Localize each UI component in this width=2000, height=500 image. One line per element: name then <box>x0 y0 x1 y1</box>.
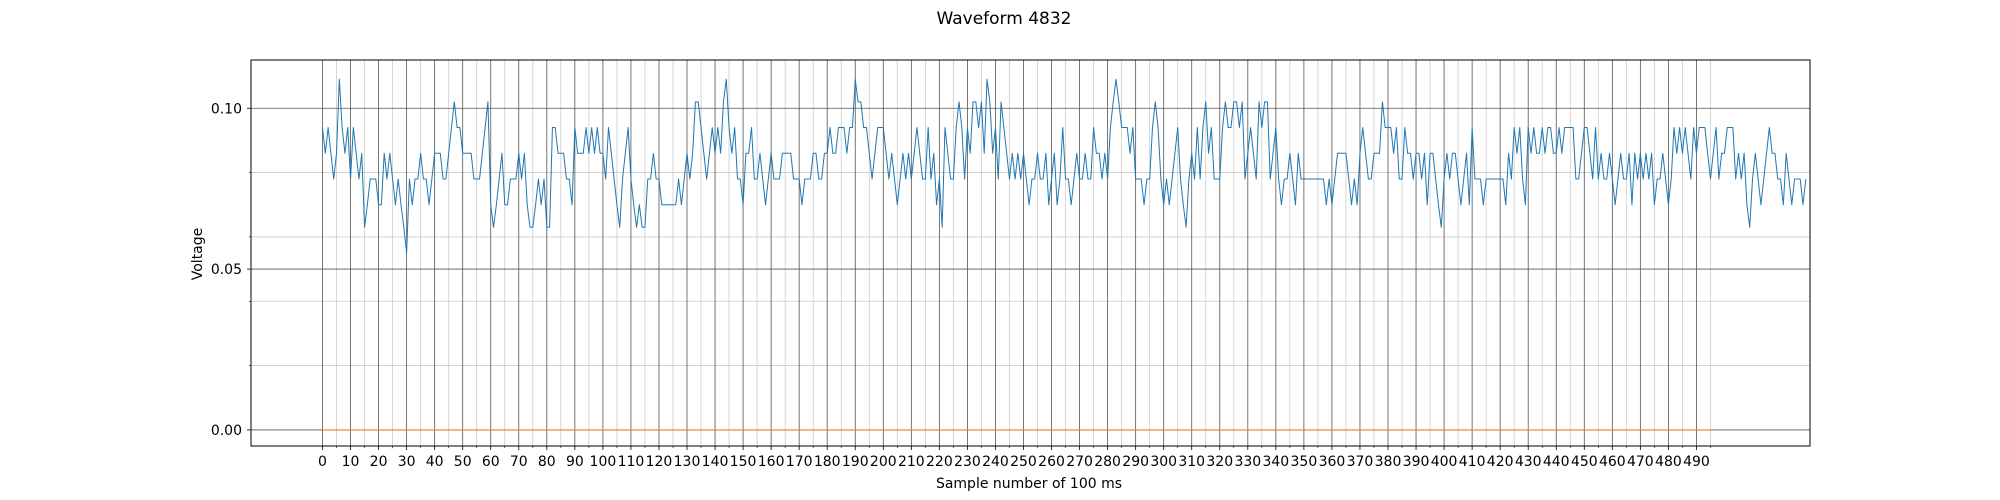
x-tick-label: 430 <box>1515 454 1542 470</box>
x-tick-label: 220 <box>926 454 953 470</box>
x-tick-label: 400 <box>1431 454 1458 470</box>
series-layer <box>322 78 1807 431</box>
x-tick-label: 450 <box>1571 454 1598 470</box>
plot-frame <box>250 59 1811 447</box>
x-tick-label: 160 <box>758 454 785 470</box>
x-tick-label: 320 <box>1206 454 1233 470</box>
x-tick-label: 0 <box>318 454 327 470</box>
x-tick-label: 360 <box>1319 454 1346 470</box>
x-tick-label: 200 <box>870 454 897 470</box>
x-tick-label: 250 <box>1010 454 1037 470</box>
x-tick-label: 460 <box>1599 454 1626 470</box>
x-tick-label: 290 <box>1122 454 1149 470</box>
x-tick-label: 300 <box>1150 454 1177 470</box>
x-tick-label: 380 <box>1375 454 1402 470</box>
x-tick-label: 130 <box>674 454 701 470</box>
chart-title: Waveform 4832 <box>937 9 1072 29</box>
x-tick-label: 350 <box>1291 454 1318 470</box>
x-tick-label: 120 <box>646 454 673 470</box>
x-tick-label: 30 <box>398 454 416 470</box>
x-axis-label: Sample number of 100 ms <box>936 476 1122 492</box>
x-tick-label: 230 <box>954 454 981 470</box>
x-axis: 0 10 20 30 40 50 60 70 80 90 100 110 120 130 140 150 160… <box>318 446 1711 470</box>
x-tick-label: 80 <box>538 454 556 470</box>
x-tick-label: 10 <box>342 454 360 470</box>
x-tick-label: 480 <box>1655 454 1682 470</box>
grid-layer <box>251 60 1810 446</box>
y-tick-label: 0.00 <box>211 423 242 439</box>
x-tick-label: 100 <box>590 454 617 470</box>
series-line-1 <box>322 78 1807 254</box>
x-tick-label: 310 <box>1178 454 1205 470</box>
x-tick-label: 440 <box>1543 454 1570 470</box>
x-tick-label: 20 <box>370 454 388 470</box>
x-tick-label: 420 <box>1487 454 1514 470</box>
x-tick-label: 470 <box>1627 454 1654 470</box>
x-tick-label: 180 <box>814 454 841 470</box>
x-tick-label: 170 <box>786 454 813 470</box>
x-tick-label: 270 <box>1066 454 1093 470</box>
x-tick-label: 50 <box>454 454 472 470</box>
x-tick-label: 150 <box>730 454 757 470</box>
x-tick-label: 210 <box>898 454 925 470</box>
x-tick-label: 370 <box>1347 454 1374 470</box>
x-tick-label: 390 <box>1403 454 1430 470</box>
x-tick-label: 60 <box>482 454 500 470</box>
x-tick-label: 190 <box>842 454 869 470</box>
x-tick-label: 40 <box>426 454 444 470</box>
x-tick-label: 70 <box>510 454 528 470</box>
y-tick-label: 0.10 <box>211 101 242 117</box>
x-tick-label: 490 <box>1683 454 1710 470</box>
x-tick-label: 410 <box>1459 454 1486 470</box>
x-tick-label: 90 <box>566 454 584 470</box>
y-axis: 0.00 0.05 0.10 <box>211 101 251 439</box>
x-tick-label: 110 <box>618 454 645 470</box>
x-tick-label: 140 <box>702 454 729 470</box>
x-tick-label: 330 <box>1234 454 1261 470</box>
x-tick-label: 280 <box>1094 454 1121 470</box>
x-tick-label: 260 <box>1038 454 1065 470</box>
y-axis-label: Voltage <box>190 228 206 281</box>
y-tick-label: 0.05 <box>211 262 242 278</box>
x-tick-label: 340 <box>1262 454 1289 470</box>
x-tick-label: 240 <box>982 454 1009 470</box>
